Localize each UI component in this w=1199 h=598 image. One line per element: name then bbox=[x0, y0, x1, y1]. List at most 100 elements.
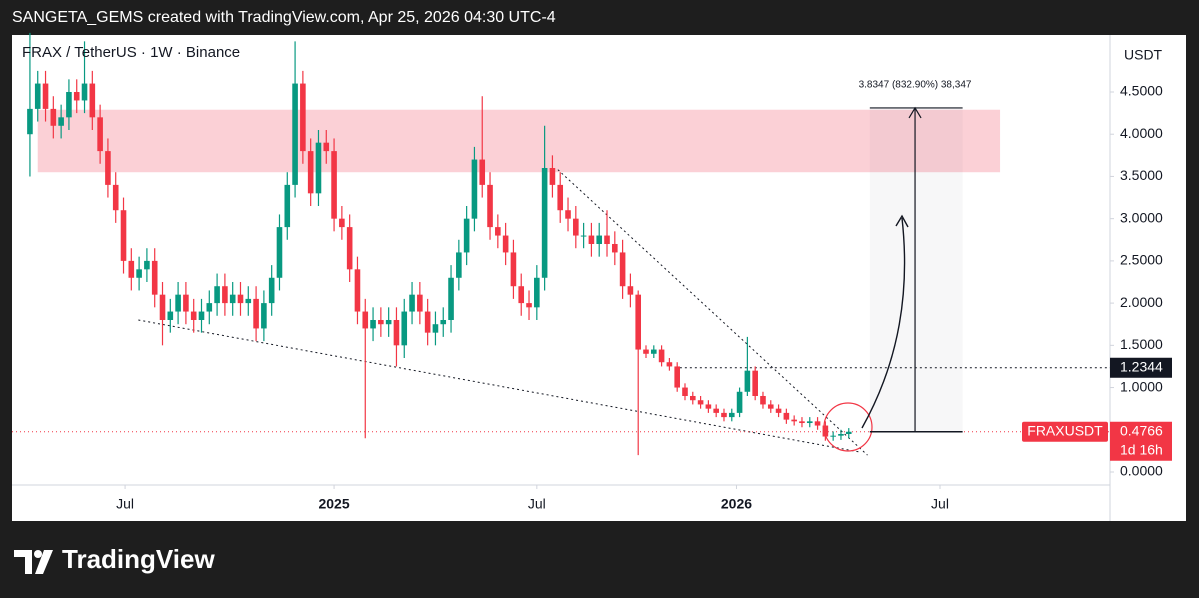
candle-body bbox=[183, 294, 189, 312]
y-tick-label: 0.0000 bbox=[1120, 463, 1163, 479]
candle-body bbox=[557, 184, 564, 211]
candle-body bbox=[612, 243, 618, 253]
candle-body bbox=[362, 311, 369, 329]
x-tick-label: Jul bbox=[931, 496, 949, 512]
candle-body bbox=[222, 286, 228, 304]
candle-body bbox=[89, 83, 96, 118]
candle-body bbox=[229, 294, 236, 304]
candle-body bbox=[674, 366, 680, 388]
candle-body bbox=[830, 435, 836, 437]
plot bbox=[12, 32, 1110, 456]
candle-body bbox=[206, 303, 213, 312]
candle-body bbox=[549, 167, 556, 185]
candle-body bbox=[728, 412, 735, 418]
candle-body bbox=[752, 370, 758, 396]
candle-body bbox=[565, 210, 571, 219]
resistance-zone bbox=[37, 109, 1001, 173]
y-tick-label: 4.0000 bbox=[1120, 125, 1163, 141]
arrow-head bbox=[895, 214, 909, 228]
trendline bbox=[138, 319, 860, 453]
brand-logo bbox=[14, 550, 53, 574]
candle-body bbox=[440, 319, 447, 325]
candle-body bbox=[190, 311, 197, 320]
candle-body bbox=[245, 298, 252, 304]
candle-body bbox=[112, 184, 119, 211]
chart-title: FRAX / TetherUS · 1W · Binance bbox=[22, 44, 240, 61]
y-tick-label: 2.0000 bbox=[1120, 294, 1163, 310]
candle-body bbox=[284, 184, 291, 228]
candle-body bbox=[814, 421, 821, 426]
candle-body bbox=[596, 235, 603, 244]
header-text: SANGETA_GEMS created with TradingView.co… bbox=[12, 9, 556, 26]
candle-body bbox=[401, 311, 408, 346]
trendline bbox=[557, 169, 868, 456]
candle-body bbox=[73, 91, 80, 101]
candle-body bbox=[799, 421, 805, 424]
price-tag-label: 0.4766 bbox=[1120, 422, 1163, 438]
candle-body bbox=[339, 218, 345, 228]
candle-body bbox=[409, 294, 415, 312]
x-tick-label: Jul bbox=[116, 496, 134, 512]
level-tag bbox=[1110, 357, 1172, 378]
candle-body bbox=[580, 235, 587, 237]
candle-body bbox=[760, 395, 766, 405]
candle-body bbox=[432, 324, 439, 333]
candle-body bbox=[806, 421, 813, 424]
candle-body bbox=[456, 252, 462, 278]
measure-area bbox=[869, 107, 963, 432]
candle-body bbox=[300, 83, 306, 152]
candle-body bbox=[588, 235, 595, 244]
candle-body bbox=[393, 319, 400, 346]
projection-arrow bbox=[861, 217, 906, 429]
candle-body bbox=[253, 298, 259, 329]
candle-body bbox=[604, 235, 610, 244]
candle-body bbox=[822, 425, 829, 437]
candle-body bbox=[417, 294, 423, 312]
candle-body bbox=[315, 142, 322, 194]
candle-body bbox=[144, 260, 150, 270]
candle-body bbox=[487, 184, 493, 228]
candle-body bbox=[448, 277, 454, 320]
candle-body bbox=[214, 286, 220, 304]
candle-body bbox=[666, 362, 673, 367]
candle-body bbox=[323, 142, 330, 152]
candle-body bbox=[370, 319, 376, 329]
measure-arrowhead bbox=[908, 106, 922, 119]
candle-body bbox=[845, 431, 852, 434]
candle-body bbox=[534, 277, 540, 308]
candle-body bbox=[791, 419, 797, 422]
candle-body bbox=[331, 151, 337, 219]
candle-body bbox=[736, 391, 743, 413]
candle-body bbox=[27, 108, 33, 135]
candle-body bbox=[526, 303, 532, 308]
candle-body bbox=[268, 277, 275, 304]
y-tick-label: 1.5000 bbox=[1120, 336, 1163, 352]
candle-body bbox=[767, 404, 774, 409]
candle-body bbox=[136, 269, 142, 278]
candle-body bbox=[346, 227, 353, 270]
candle-body bbox=[276, 227, 283, 278]
symbol-tag bbox=[1022, 421, 1108, 442]
candle-body bbox=[128, 260, 135, 278]
candle-body bbox=[479, 159, 486, 185]
symbol-tag-label: FRAXUSDT bbox=[1027, 422, 1103, 438]
candle-body bbox=[105, 151, 111, 185]
candle-body bbox=[721, 412, 727, 418]
chart-panel bbox=[12, 35, 1186, 521]
countdown-label: 1d 16h bbox=[1120, 441, 1163, 457]
candle-body bbox=[58, 117, 64, 126]
y-tick-label: 3.0000 bbox=[1120, 209, 1163, 225]
x-tick-label: 2026 bbox=[721, 496, 752, 512]
candle-body bbox=[261, 303, 267, 329]
candle-body bbox=[510, 252, 517, 287]
candle-body bbox=[775, 408, 782, 413]
candle-body bbox=[682, 387, 688, 396]
candle-body bbox=[650, 349, 657, 354]
candle-body bbox=[573, 218, 579, 236]
candle-body bbox=[175, 294, 181, 312]
candle-body bbox=[120, 210, 127, 261]
candle-body bbox=[838, 433, 844, 436]
candle-body bbox=[424, 311, 431, 333]
candle-body bbox=[237, 294, 244, 304]
candle-body bbox=[635, 294, 642, 350]
